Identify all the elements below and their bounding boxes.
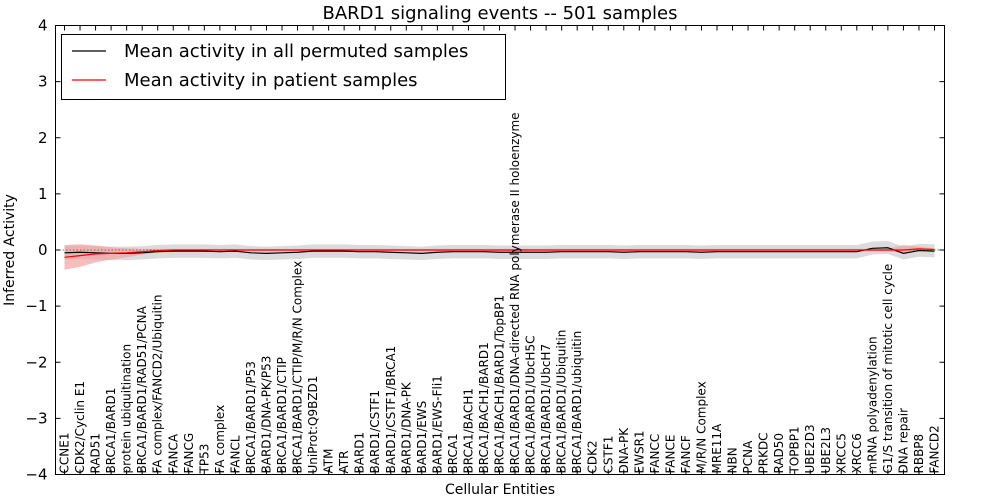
x-tick-label: FANCG <box>182 433 196 474</box>
x-tick-label: BARD1/CSTF1 <box>368 390 382 474</box>
x-axis-label: Cellular Entities <box>445 482 555 498</box>
legend-box <box>61 34 506 100</box>
x-tick-label: BARD1/DNA-PK <box>399 381 413 473</box>
x-tick-label: BRCA1/BARD1/UbcH7 <box>539 344 553 474</box>
x-tick-label: BRCA1/BARD1 <box>104 388 118 474</box>
x-tick-label: UBE2L3 <box>819 427 833 474</box>
x-tick-label: FANCE <box>663 435 677 474</box>
y-tick-label: −3 <box>25 409 47 427</box>
y-tick-label: −4 <box>25 466 47 484</box>
x-tick-label: BRCA1/BACH1/BARD1/TopBP1 <box>493 295 507 474</box>
x-tick-label: BARD1/CSTF1/BRCA1 <box>384 346 398 474</box>
x-tick-label: BRCA1/BACH1/BARD1 <box>477 342 491 473</box>
x-tick-labels: CCNE1 CDK2/Cyclin E1 RAD51 BRCA1/BARD1 prote… <box>58 112 942 474</box>
y-axis-label: Inferred Activity <box>2 194 18 306</box>
y-tick-label: 4 <box>38 17 48 35</box>
x-tick-label: BRCA1/BARD1/RAD51/PCNA <box>135 305 149 473</box>
x-tick-label: RBBP8 <box>912 434 926 474</box>
x-tick-label: ATR <box>337 451 351 474</box>
x-tick-label: CDK2 <box>586 440 600 473</box>
x-tick-label: FANCC <box>648 434 662 474</box>
series-lines <box>55 247 945 258</box>
x-tick-label: BRCA1/BARD1/ubiquitin <box>570 331 584 474</box>
x-tick-label: BARD1 <box>353 432 367 474</box>
x-tick-label: FANCA <box>166 433 180 473</box>
x-tick-label: BRCA1/BARD1/CTIP/M/R/N Complex <box>291 261 305 474</box>
x-tick-label: BARD1/EWS <box>415 401 429 474</box>
x-tick-label: CCNE1 <box>58 433 72 474</box>
x-tick-label: BARD1/DNA-PK/P53 <box>259 356 273 474</box>
x-tick-label: BRCA1/BARD1/CTIP <box>275 357 289 473</box>
x-tick-label: BRCA1/BARD1/Ubiquitin <box>555 330 569 474</box>
y-tick-labels: −4 −3 −2 −1 0 1 2 3 4 <box>25 17 47 484</box>
x-tick-label: DNA repair <box>896 408 910 474</box>
x-tick-label: UniProt:Q9BZD1 <box>306 376 320 474</box>
x-tick-label: BARD1/EWS-Fli1 <box>430 375 444 473</box>
y-tick-label: 0 <box>38 241 48 259</box>
line-series-0 <box>64 247 935 254</box>
x-tick-label: CSTF1 <box>601 436 615 474</box>
legend-label-permuted: Mean activity in all permuted samples <box>124 41 468 62</box>
x-tick-label: BRCA1 <box>446 433 460 473</box>
x-tick-label: XRCC5 <box>834 433 848 473</box>
x-tick-label: NBN <box>726 447 740 473</box>
plot-frame <box>55 25 945 475</box>
y-tick-label: 2 <box>38 129 48 147</box>
x-tick-label: RAD50 <box>772 433 786 474</box>
x-tick-label: TOPBP1 <box>788 426 802 474</box>
x-tick-label: ATM <box>322 449 336 474</box>
x-tick-label: FA complex/FANCD2/Ubiquitin <box>151 295 165 474</box>
x-tick-label: PCNA <box>741 440 755 474</box>
y-tick-label: −1 <box>25 297 47 315</box>
band-series-1 <box>64 244 935 270</box>
x-tick-label: FA complex <box>213 405 227 474</box>
axis-ticks <box>55 25 945 475</box>
y-tick-label: −2 <box>25 353 47 371</box>
x-tick-label: BRCA1/BACH1 <box>461 388 475 474</box>
x-tick-label: DNA-PK <box>617 427 631 474</box>
x-tick-label: PRKDC <box>757 432 771 473</box>
legend-label-patient: Mean activity in patient samples <box>124 70 418 91</box>
x-tick-label: RAD51 <box>89 433 103 474</box>
x-tick-label: protein ubiquitination <box>120 344 134 474</box>
x-tick-label: G1/S transition of mitotic cell cycle <box>881 264 895 474</box>
x-tick-label: FANCF <box>679 435 693 473</box>
x-tick-label: FANCD2 <box>928 425 942 473</box>
x-tick-label: BRCA1/BARD1/UbcH5C <box>524 336 538 474</box>
x-tick-label: mRNA polyadenylation <box>865 336 879 473</box>
x-tick-label: M/R/N Complex <box>694 381 708 473</box>
x-tick-label: BRCA1/BARD1/P53 <box>244 361 258 473</box>
x-tick-label: EWSR1 <box>632 430 646 473</box>
x-tick-label: UBE2D3 <box>803 424 817 473</box>
x-tick-label: BRCA1/BARD1/DNA-directed RNA polymerase … <box>508 112 522 473</box>
x-tick-label: XRCC6 <box>850 433 864 473</box>
y-tick-label: 3 <box>38 73 48 91</box>
x-tick-label: CDK2/Cyclin E1 <box>73 381 87 474</box>
line-series-1 <box>64 248 935 258</box>
legend: Mean activity in all permuted samples Me… <box>61 34 506 100</box>
y-tick-label: 1 <box>38 185 48 203</box>
x-tick-label: TP53 <box>197 444 211 475</box>
x-tick-label: MRE11A <box>710 423 724 474</box>
x-tick-label: FANCL <box>228 435 242 473</box>
chart-title: BARD1 signaling events -- 501 samples <box>323 3 678 24</box>
